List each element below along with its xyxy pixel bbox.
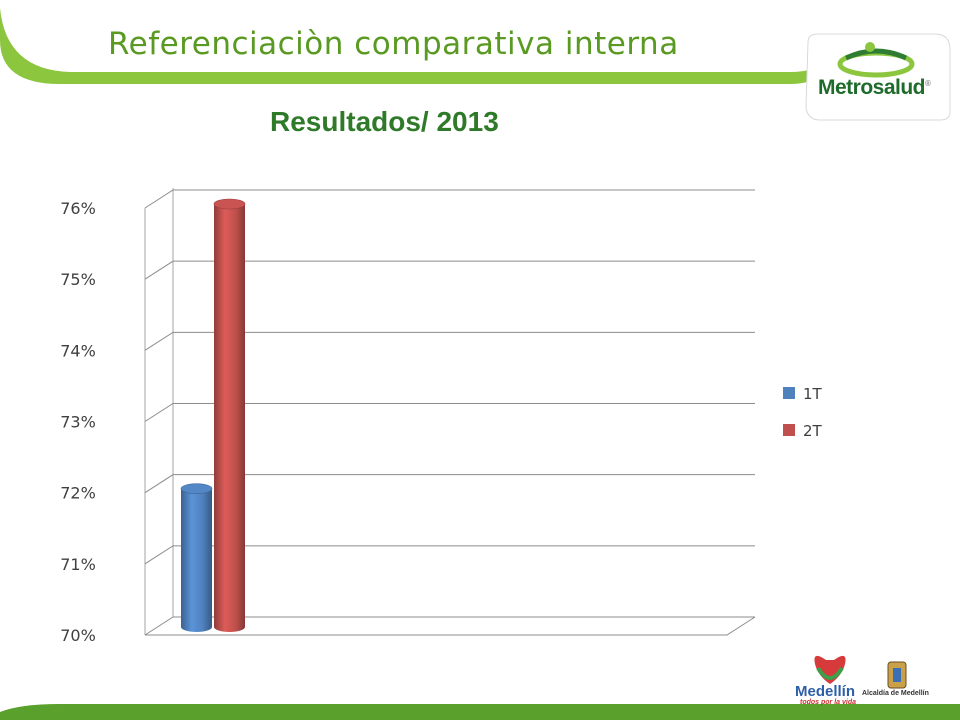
- gridline: [144, 260, 755, 280]
- y-tick-label: 70%: [60, 626, 96, 645]
- gridline: [144, 616, 755, 636]
- medellin-logo: [814, 655, 846, 684]
- gridline: [144, 545, 755, 565]
- bottom-band-decoration: [0, 704, 960, 720]
- logo-registered-mark: ®: [925, 79, 931, 88]
- y-tick-label: 76%: [60, 199, 96, 218]
- gridline: [144, 331, 755, 351]
- gridline: [144, 403, 755, 422]
- y-tick-label: 75%: [60, 270, 96, 289]
- gridline: [144, 189, 755, 209]
- bar-top-1T: [180, 483, 213, 494]
- legend-swatch-2T: [783, 424, 795, 436]
- footer-alcaldia-text: Alcaldía de Medellín: [862, 690, 929, 697]
- y-tick-label: 72%: [60, 484, 96, 503]
- y-tick-label: 73%: [60, 413, 96, 432]
- bar-1T: [181, 488, 212, 632]
- metrosalud-logo: [805, 33, 951, 121]
- logo-text: Metrosalud: [818, 76, 926, 99]
- y-tick-label: 71%: [60, 555, 96, 574]
- bar-2T: [214, 204, 245, 632]
- footer-city-tagline: todos por la vida: [800, 699, 857, 706]
- slide-title: Referenciaciòn comparativa interna: [108, 26, 679, 62]
- alcaldia-shield: [887, 661, 907, 689]
- legend-label-1T: 1T: [803, 385, 823, 403]
- bar-top-2T: [213, 198, 246, 210]
- footer-city-logo-text: Medellín: [795, 683, 856, 700]
- floor-edge: [145, 616, 756, 636]
- legend-label-2T: 2T: [803, 422, 823, 440]
- legend-swatch-1T: [783, 387, 795, 399]
- top-band-decoration: [0, 8, 830, 84]
- logo-wordmark: Metrosalud®: [818, 76, 931, 100]
- gridline: [144, 474, 755, 494]
- chart-title: Resultados/ 2013: [270, 106, 499, 137]
- y-tick-label: 74%: [60, 341, 96, 360]
